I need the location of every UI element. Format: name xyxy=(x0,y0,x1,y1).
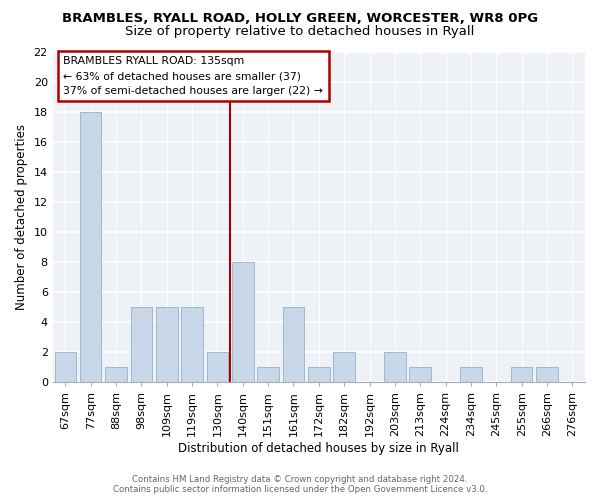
Bar xyxy=(55,352,76,382)
Bar xyxy=(384,352,406,382)
Bar xyxy=(131,307,152,382)
Bar xyxy=(105,368,127,382)
X-axis label: Distribution of detached houses by size in Ryall: Distribution of detached houses by size … xyxy=(178,442,459,455)
Bar xyxy=(156,307,178,382)
Text: Size of property relative to detached houses in Ryall: Size of property relative to detached ho… xyxy=(125,25,475,38)
Bar xyxy=(80,112,101,382)
Bar xyxy=(206,352,228,382)
Bar xyxy=(460,368,482,382)
Text: Contains HM Land Registry data © Crown copyright and database right 2024.
Contai: Contains HM Land Registry data © Crown c… xyxy=(113,474,487,494)
Bar xyxy=(232,262,254,382)
Bar xyxy=(511,368,532,382)
Bar xyxy=(257,368,279,382)
Bar xyxy=(308,368,329,382)
Text: BRAMBLES RYALL ROAD: 135sqm
← 63% of detached houses are smaller (37)
37% of sem: BRAMBLES RYALL ROAD: 135sqm ← 63% of det… xyxy=(64,56,323,96)
Bar xyxy=(181,307,203,382)
Text: BRAMBLES, RYALL ROAD, HOLLY GREEN, WORCESTER, WR8 0PG: BRAMBLES, RYALL ROAD, HOLLY GREEN, WORCE… xyxy=(62,12,538,26)
Y-axis label: Number of detached properties: Number of detached properties xyxy=(15,124,28,310)
Bar xyxy=(536,368,558,382)
Bar xyxy=(334,352,355,382)
Bar xyxy=(409,368,431,382)
Bar xyxy=(283,307,304,382)
